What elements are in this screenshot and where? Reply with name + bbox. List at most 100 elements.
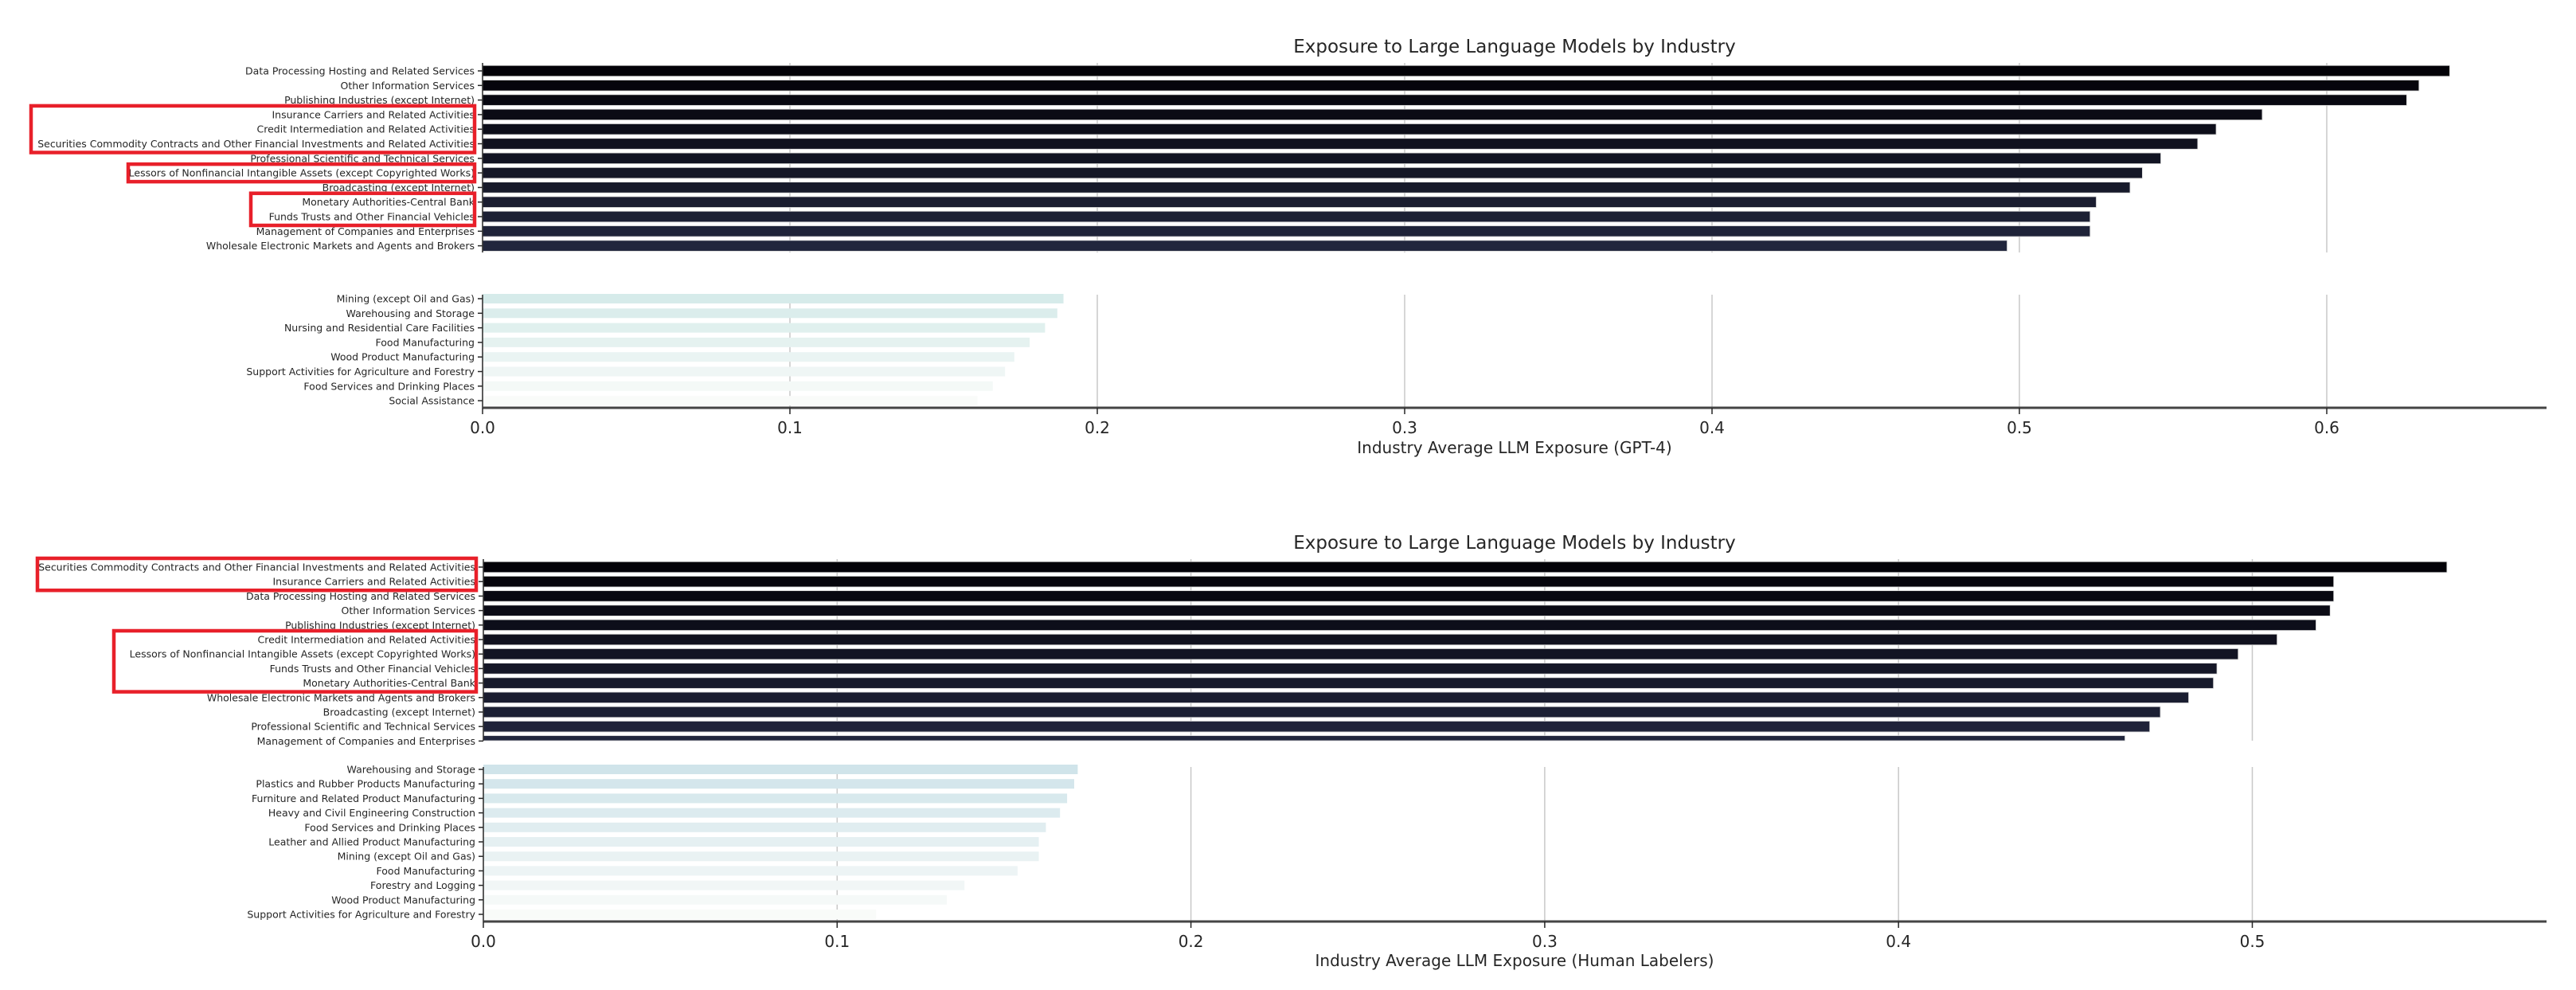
category-label: Mining (except Oil and Gas) (338, 851, 475, 863)
x-tick-labels: 0.0 0.1 0.2 0.3 0.4 0.5 0.6 (470, 418, 2340, 437)
bar (482, 138, 2199, 150)
bar (483, 851, 1039, 862)
chart-title: Exposure to Large Language Models by Ind… (1293, 533, 1736, 554)
bar (483, 808, 1061, 818)
category-label: Management of Companies and Enterprises (256, 225, 475, 237)
highlight-box (35, 556, 479, 593)
category-label: Food Services and Drinking Places (304, 821, 475, 833)
category-label: Mining (except Oil and Gas) (337, 293, 475, 305)
category-label: Professional Scientific and Technical Se… (250, 152, 475, 164)
category-labels: Securities Commodity Contracts and Other… (38, 562, 476, 921)
bar (483, 619, 2316, 631)
highlight-boxes (35, 556, 479, 694)
bar (482, 108, 2263, 121)
bar (483, 793, 1068, 804)
x-tick-label: 0.2 (1179, 932, 1204, 951)
category-label: Warehousing and Storage (346, 307, 475, 319)
category-label: Broadcasting (except Internet) (323, 706, 475, 718)
category-label: Food Services and Drinking Places (303, 380, 475, 392)
bar (482, 123, 2217, 135)
bars (483, 561, 2448, 919)
bar (483, 721, 2151, 733)
bar (483, 308, 1057, 319)
category-labels: Data Processing Hosting and Related Serv… (37, 65, 475, 407)
bar (483, 396, 978, 406)
x-tick-labels: 0.0 0.1 0.2 0.3 0.4 0.5 (471, 932, 2265, 951)
category-label: Broadcasting (except Internet) (322, 182, 475, 194)
category-label: Credit Intermediation and Related Activi… (257, 123, 475, 135)
x-tick-label: 0.4 (1886, 932, 1911, 951)
bar (483, 633, 2278, 646)
category-label: Data Processing Hosting and Related Serv… (246, 590, 475, 602)
category-label: Wood Product Manufacturing (331, 894, 475, 906)
category-label: Support Activities for Agriculture and F… (246, 366, 475, 378)
bar (483, 648, 2239, 660)
bar (483, 576, 2335, 588)
bar (483, 779, 1074, 789)
category-label: Wood Product Manufacturing (330, 351, 475, 363)
bar (483, 677, 2214, 689)
bar (483, 706, 2161, 718)
category-label: Monetary Authorities-Central Bank (303, 677, 475, 689)
bar (482, 152, 2161, 164)
bar (482, 182, 2131, 194)
category-label: Insurance Carriers and Related Activitie… (272, 108, 475, 120)
category-label: Other Information Services (341, 605, 475, 616)
x-tick-label: 0.5 (2240, 932, 2265, 951)
bar (483, 880, 965, 890)
category-label: Securities Commodity Contracts and Other… (37, 138, 475, 150)
bar (483, 323, 1046, 333)
x-axis-label: Industry Average LLM Exposure (GPT-4) (1357, 438, 1671, 457)
bar (483, 691, 2189, 703)
bar (482, 94, 2407, 106)
category-label: Food Manufacturing (376, 336, 475, 348)
category-label: Publishing Industries (except Internet) (285, 619, 475, 631)
bar (482, 166, 2143, 179)
bar (483, 663, 2218, 675)
x-tick-label: 0.3 (1392, 418, 1417, 437)
bar (483, 366, 1006, 377)
category-label: Support Activities for Agriculture and F… (247, 909, 475, 921)
x-tick-label: 0.0 (471, 932, 496, 951)
chart-gpt4: Exposure to Large Language Models by Ind… (29, 37, 2547, 457)
highlight-box (126, 162, 477, 184)
axes (478, 63, 2547, 414)
bar (483, 294, 1064, 303)
category-label: Other Information Services (340, 80, 475, 92)
bar (482, 210, 2091, 223)
category-label: Credit Intermediation and Related Activi… (258, 634, 476, 646)
category-label: Wholesale Electronic Markets and Agents … (206, 240, 475, 252)
bar (483, 910, 877, 919)
bar (482, 80, 2420, 92)
category-label: Warehousing and Storage (347, 764, 476, 776)
category-label: Lessors of Nonfinancial Intangible Asset… (129, 167, 475, 179)
category-label: Securities Commodity Contracts and Other… (38, 562, 475, 573)
category-label: Management of Companies and Enterprises (257, 735, 475, 747)
bar (483, 590, 2335, 602)
bar (483, 381, 993, 391)
x-tick-label: 0.1 (824, 932, 850, 951)
category-label: Funds Trusts and Other Financial Vehicle… (270, 663, 475, 675)
highlight-box (248, 191, 477, 228)
bar (483, 735, 2125, 742)
bars (482, 65, 2450, 406)
highlight-box (29, 104, 477, 155)
x-tick-label: 0.2 (1085, 418, 1110, 437)
x-tick-label: 0.0 (470, 418, 495, 437)
x-tick-label: 0.1 (777, 418, 803, 437)
bar (482, 240, 2007, 252)
bar (483, 765, 1078, 774)
x-tick-label: 0.5 (2007, 418, 2032, 437)
category-label: Plastics and Rubber Products Manufacturi… (256, 778, 475, 790)
category-label: Insurance Carriers and Related Activitie… (273, 576, 476, 588)
bar (483, 337, 1030, 347)
x-tick-label: 0.4 (1699, 418, 1725, 437)
bar (483, 837, 1039, 847)
category-label: Professional Scientific and Technical Se… (251, 721, 475, 733)
category-label: Leather and Allied Product Manufacturing (268, 836, 475, 848)
category-label: Lessors of Nonfinancial Intangible Asset… (130, 648, 475, 660)
bar (483, 561, 2448, 573)
bar (482, 225, 2091, 237)
category-label: Wholesale Electronic Markets and Agents … (207, 691, 475, 703)
